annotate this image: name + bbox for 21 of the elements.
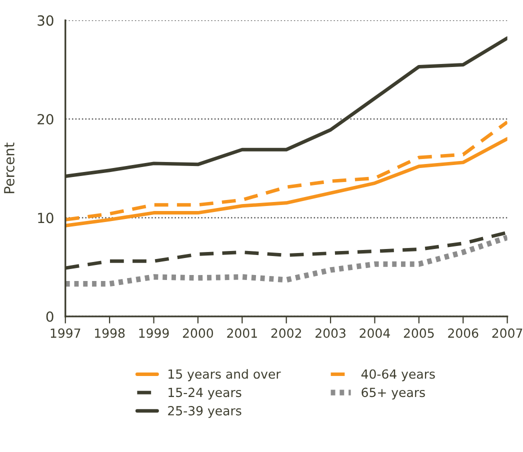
x-tick-label: 2004 [360,328,390,338]
legend-label: 65+ years [362,388,425,400]
x-tick-label: 1999 [139,328,169,338]
y-tick-label: 30 [38,15,54,26]
legend-label: 25-39 years [168,406,242,418]
x-tick-label: 2006 [448,328,478,338]
legend-label: 40-64 years [361,369,435,382]
y-tick-label: 10 [38,212,54,224]
y-tick-label: 0 [46,311,54,322]
x-tick-label: 2002 [271,328,301,338]
x-tick-label: 1998 [95,328,125,338]
x-tick-label: 2005 [404,328,434,338]
y-tick-label: 20 [38,114,54,124]
x-tick-label: 1997 [50,328,80,338]
legend-label: 15-24 years [168,388,242,400]
x-tick-label: 2000 [182,328,214,338]
x-tick-label: 2003 [316,328,346,338]
legend-label: 15 years and over [168,369,281,382]
x-tick-label: 2007 [492,328,522,338]
y-axis-title: Percent [4,142,14,194]
x-tick-label: 2001 [227,328,257,338]
